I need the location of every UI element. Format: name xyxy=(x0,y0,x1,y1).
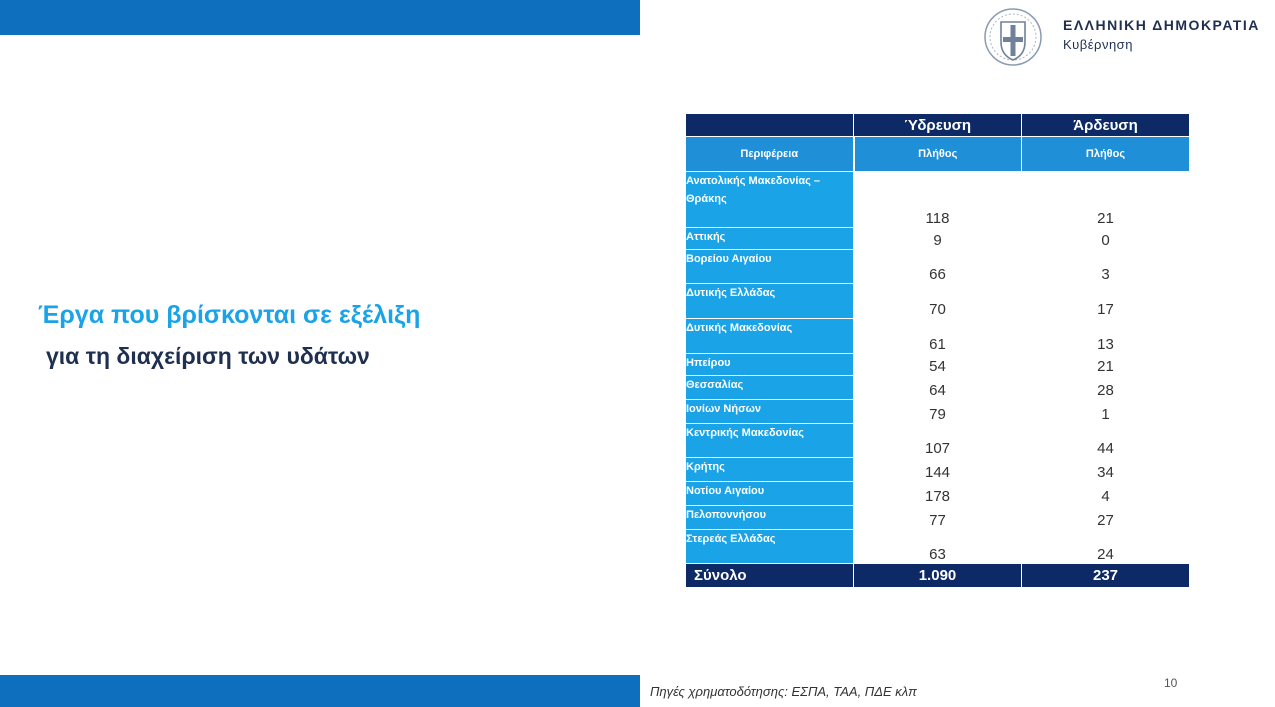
table-row: Ανατολικής Μακεδονίας – Θράκης 118 21 xyxy=(685,171,1190,228)
table-row: Νοτίου Αιγαίου 178 4 xyxy=(685,481,1190,506)
table-row: Ιονίων Νήσων 79 1 xyxy=(685,399,1190,424)
region-name: Αττικής xyxy=(685,227,854,250)
water-supply-count: 54 xyxy=(853,353,1022,376)
water-supply-count: 79 xyxy=(853,399,1022,424)
water-supply-count: 77 xyxy=(853,505,1022,530)
page-number: 10 xyxy=(1164,676,1178,690)
region-name: Ανατολικής Μακεδονίας – Θράκης xyxy=(685,171,854,228)
table-row: Θεσσαλίας 64 28 xyxy=(685,375,1190,400)
table-row: Κεντρικής Μακεδονίας 107 44 xyxy=(685,423,1190,458)
irrigation-count: 13 xyxy=(1021,318,1190,354)
irrigation-count: 0 xyxy=(1021,227,1190,250)
column-header-region: Περιφέρεια xyxy=(685,136,855,172)
region-name: Ιονίων Νήσων xyxy=(685,399,854,424)
region-name: Ηπείρου xyxy=(685,353,854,376)
table-sub-header-row: Περιφέρεια Πλήθος Πλήθος xyxy=(685,136,1190,172)
column-header-count-water: Πλήθος xyxy=(853,136,1022,172)
column-header-count-irrigation: Πλήθος xyxy=(1021,136,1190,172)
table-row: Στερεάς Ελλάδας 63 24 xyxy=(685,529,1190,564)
irrigation-count: 28 xyxy=(1021,375,1190,400)
top-accent-bar xyxy=(0,0,640,35)
slide-title-line-2: για τη διαχείριση των υδάτων xyxy=(46,343,370,369)
water-supply-count: 70 xyxy=(853,283,1022,319)
region-name: Πελοποννήσου xyxy=(685,505,854,530)
region-name: Στερεάς Ελλάδας xyxy=(685,529,854,564)
total-irrigation: 237 xyxy=(1021,563,1190,588)
table-row: Κρήτης 144 34 xyxy=(685,457,1190,482)
water-supply-count: 64 xyxy=(853,375,1022,400)
region-name: Δυτικής Μακεδονίας xyxy=(685,318,854,354)
total-water-supply: 1.090 xyxy=(853,563,1022,588)
table-group-header-row: Ύδρευση Άρδευση xyxy=(685,113,1190,137)
group-header-blank xyxy=(685,113,854,137)
slide-title-line-1: Έργα που βρίσκονται σε εξέλιξη xyxy=(38,301,421,329)
group-header-water-supply: Ύδρευση xyxy=(853,113,1022,137)
region-name: Κρήτης xyxy=(685,457,854,482)
table-row: Αττικής 9 0 xyxy=(685,227,1190,250)
region-name: Θεσσαλίας xyxy=(685,375,854,400)
region-name: Κεντρικής Μακεδονίας xyxy=(685,423,854,458)
irrigation-count: 21 xyxy=(1021,353,1190,376)
water-supply-count: 178 xyxy=(853,481,1022,506)
water-supply-count: 63 xyxy=(853,529,1022,564)
irrigation-count: 1 xyxy=(1021,399,1190,424)
table-row: Βορείου Αιγαίου 66 3 xyxy=(685,249,1190,284)
table-row: Δυτικής Ελλάδας 70 17 xyxy=(685,283,1190,319)
water-supply-count: 66 xyxy=(853,249,1022,284)
government-name: ΕΛΛΗΝΙΚΗ ΔΗΜΟΚΡΑΤΙΑ xyxy=(1063,17,1260,33)
irrigation-count: 34 xyxy=(1021,457,1190,482)
water-supply-count: 9 xyxy=(853,227,1022,250)
irrigation-count: 4 xyxy=(1021,481,1190,506)
group-header-irrigation: Άρδευση xyxy=(1021,113,1190,137)
region-name: Βορείου Αιγαίου xyxy=(685,249,854,284)
projects-table: Ύδρευση Άρδευση Περιφέρεια Πλήθος Πλήθος… xyxy=(685,113,1190,588)
irrigation-count: 17 xyxy=(1021,283,1190,319)
water-supply-count: 144 xyxy=(853,457,1022,482)
irrigation-count: 24 xyxy=(1021,529,1190,564)
table-row: Πελοποννήσου 77 27 xyxy=(685,505,1190,530)
bottom-accent-bar xyxy=(0,675,640,707)
funding-sources-note: Πηγές χρηματοδότησης: ΕΣΠΑ, ΤΑΑ, ΠΔΕ κλπ xyxy=(650,684,917,699)
table-row: Δυτικής Μακεδονίας 61 13 xyxy=(685,318,1190,354)
irrigation-count: 21 xyxy=(1021,171,1190,228)
water-supply-count: 61 xyxy=(853,318,1022,354)
table-row: Ηπείρου 54 21 xyxy=(685,353,1190,376)
irrigation-count: 27 xyxy=(1021,505,1190,530)
table-total-row: Σύνολο 1.090 237 xyxy=(685,563,1190,588)
government-subtitle: Κυβέρνηση xyxy=(1063,37,1133,52)
greek-coat-of-arms-icon xyxy=(982,5,1044,69)
irrigation-count: 3 xyxy=(1021,249,1190,284)
water-supply-count: 118 xyxy=(853,171,1022,228)
total-label: Σύνολο xyxy=(685,563,854,588)
region-name: Δυτικής Ελλάδας xyxy=(685,283,854,319)
region-name: Νοτίου Αιγαίου xyxy=(685,481,854,506)
water-supply-count: 107 xyxy=(853,423,1022,458)
irrigation-count: 44 xyxy=(1021,423,1190,458)
